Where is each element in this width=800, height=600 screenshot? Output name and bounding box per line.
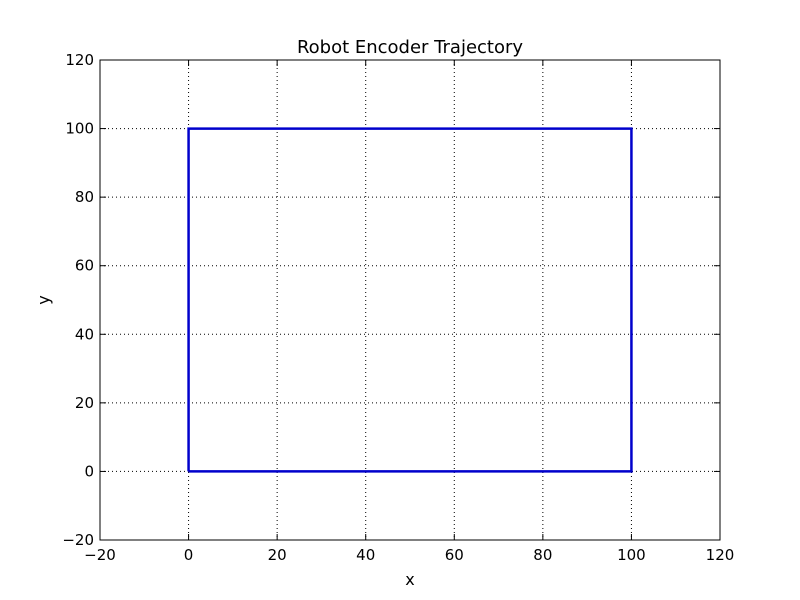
x-axis-label: x	[405, 570, 414, 589]
y-tick-label: 20	[75, 394, 94, 412]
y-tick-label: −20	[62, 531, 94, 549]
series-group	[187, 127, 633, 473]
grid	[99, 59, 721, 541]
x-tick-label: 20	[268, 546, 287, 564]
y-tick-label: 120	[65, 51, 94, 69]
trajectory-line	[187, 127, 633, 473]
x-tick-label: 40	[356, 546, 375, 564]
y-axis-ticks: −20 0 20 40 60 80 100 120	[62, 51, 720, 549]
plot-frame	[99, 59, 721, 541]
x-tick-label: 60	[445, 546, 464, 564]
y-tick-label: 80	[75, 188, 94, 206]
y-tick-label: 60	[75, 257, 94, 275]
y-tick-label: 100	[65, 120, 94, 138]
y-tick-label: 40	[75, 325, 94, 343]
y-tick-label: 0	[84, 462, 94, 480]
x-axis-ticks: −20 0 20 40 60 80 100 120	[84, 60, 734, 564]
y-axis-label: y	[34, 295, 53, 304]
x-tick-label: −20	[84, 546, 116, 564]
x-tick-label: 100	[617, 546, 646, 564]
x-tick-label: 120	[706, 546, 735, 564]
x-tick-label: 80	[533, 546, 552, 564]
x-tick-label: 0	[184, 546, 194, 564]
chart-title: Robot Encoder Trajectory	[297, 37, 523, 58]
